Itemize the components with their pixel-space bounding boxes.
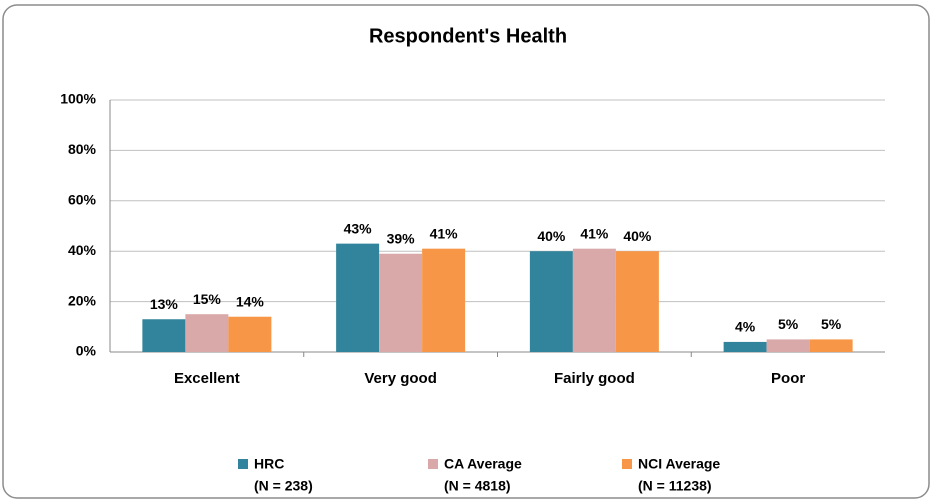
y-tick-label: 80% (68, 141, 97, 157)
legend-swatch (238, 459, 248, 469)
bar (336, 243, 380, 352)
bar (766, 339, 810, 352)
legend-swatch (428, 459, 438, 469)
data-label: 15% (193, 291, 222, 307)
chart-title: Respondent's Health (369, 25, 567, 47)
data-label: 13% (150, 296, 179, 312)
legend-swatch (622, 459, 632, 469)
bar (379, 253, 423, 352)
data-label: 5% (778, 316, 799, 332)
data-label: 40% (623, 228, 652, 244)
data-label: 5% (821, 316, 842, 332)
x-tick-label: Poor (771, 370, 805, 387)
bar (572, 248, 616, 352)
legend-sample: (N = 11238) (638, 478, 712, 494)
y-tick-label: 100% (60, 91, 96, 107)
data-label: 41% (580, 225, 609, 241)
bar (185, 314, 229, 352)
x-tick-label: Fairly good (554, 370, 635, 387)
legend-label: CA Average (444, 456, 522, 472)
legend-sample: (N = 4818) (444, 478, 511, 494)
data-label: 40% (537, 228, 566, 244)
x-tick-label: Excellent (174, 370, 240, 387)
bar (142, 319, 186, 352)
bar (529, 251, 573, 352)
y-tick-label: 0% (76, 343, 97, 359)
data-label: 39% (387, 230, 416, 246)
data-label: 43% (344, 220, 373, 236)
bar (422, 248, 466, 352)
data-label: 14% (236, 293, 265, 309)
legend-sample: (N = 238) (254, 478, 313, 494)
y-tick-label: 40% (68, 242, 97, 258)
y-tick-label: 20% (68, 292, 97, 308)
legend-label: NCI Average (638, 456, 720, 472)
bar (615, 251, 659, 352)
legend-label: HRC (254, 456, 284, 472)
bar (809, 339, 853, 352)
data-label: 4% (735, 319, 756, 335)
bar (723, 341, 767, 352)
x-tick-label: Very good (364, 370, 437, 387)
y-tick-label: 60% (68, 192, 97, 208)
data-label: 41% (430, 225, 459, 241)
bar (228, 316, 272, 352)
